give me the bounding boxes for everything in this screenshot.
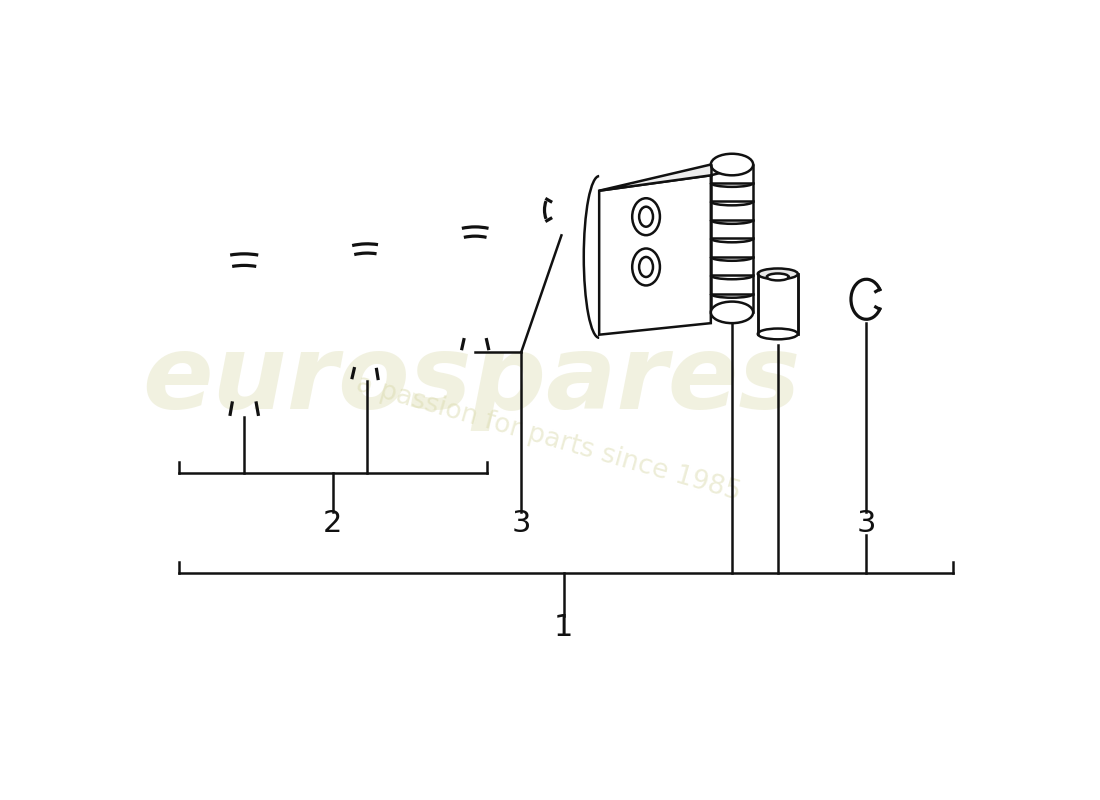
Ellipse shape	[711, 154, 754, 175]
Text: 2: 2	[323, 509, 342, 538]
Ellipse shape	[711, 302, 754, 323]
Text: 3: 3	[512, 509, 531, 538]
Ellipse shape	[758, 329, 798, 339]
Text: a passion for parts since 1985: a passion for parts since 1985	[353, 371, 744, 506]
Ellipse shape	[758, 269, 798, 279]
Bar	[711, 165, 754, 312]
Polygon shape	[600, 165, 754, 190]
Polygon shape	[600, 175, 711, 334]
Ellipse shape	[632, 198, 660, 235]
Text: 3: 3	[857, 509, 876, 538]
Bar	[758, 274, 798, 334]
Ellipse shape	[767, 274, 789, 281]
Text: 1: 1	[554, 613, 573, 642]
Ellipse shape	[639, 257, 653, 277]
Ellipse shape	[632, 249, 660, 286]
Text: eurospares: eurospares	[142, 330, 801, 431]
Ellipse shape	[639, 206, 653, 226]
